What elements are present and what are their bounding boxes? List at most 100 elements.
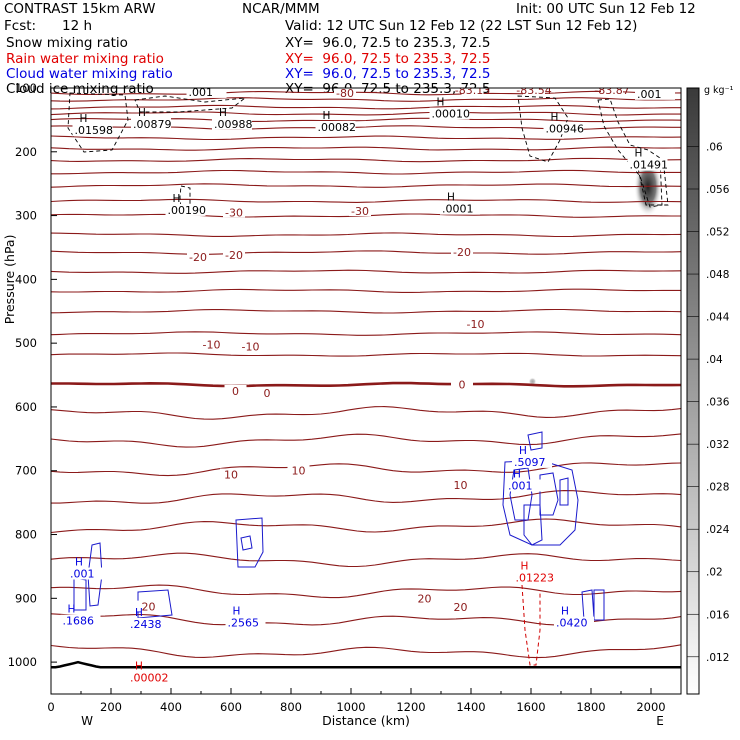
x-tick-label: 400 <box>160 700 182 714</box>
maximum-label-bg <box>128 671 168 684</box>
maximum-marker: H <box>233 606 241 618</box>
x-axis-title: Distance (km) <box>322 713 410 728</box>
cloud-water-contour <box>73 577 87 611</box>
maximum-value: .1686 <box>63 615 95 628</box>
y-tick-label: 900 <box>15 591 37 605</box>
temperature-label: 10 <box>292 465 306 478</box>
maximum-marker: H <box>219 107 227 119</box>
east-endpoint-label: E <box>656 714 664 728</box>
maximum-label-bg <box>315 120 356 133</box>
maximum-marker: H <box>447 192 455 204</box>
temperature-label-bg <box>451 245 473 257</box>
maximum-label-bg <box>212 117 252 130</box>
maximum-marker: H <box>551 111 559 123</box>
maximum-value: .00010 <box>432 108 471 121</box>
temperature-label: -10 <box>203 338 221 351</box>
temperature-label-bg <box>200 338 223 350</box>
y-axis-title: Pressure (hPa) <box>2 235 17 325</box>
temperature-label-bg <box>220 468 242 480</box>
maximum-label-bg <box>60 614 101 627</box>
plot-frame <box>50 87 682 695</box>
y-tick-label: 600 <box>15 400 37 414</box>
temperature-label-bg <box>523 88 545 95</box>
temperature-label: 0 <box>459 379 466 392</box>
temperature-label-bg <box>187 251 209 263</box>
temperature-label: 0 <box>232 385 239 398</box>
cloud-water-contour <box>523 504 543 546</box>
cloud-water-contour <box>509 467 533 521</box>
maximum-marker: H <box>519 445 527 457</box>
maximum-marker: H <box>561 606 569 618</box>
x-tick-label: 1800 <box>576 700 605 714</box>
cloud-water-contour <box>527 431 543 451</box>
cloud-water-contour <box>502 459 579 546</box>
temperature-label-bg <box>223 206 245 218</box>
maximum-label-bg <box>72 124 113 137</box>
model-title: CONTRAST 15km ARW <box>4 1 156 17</box>
maximum-marker: H <box>80 113 88 125</box>
cloud-water-contour <box>559 477 569 506</box>
isotherm-line <box>51 462 681 477</box>
temperature-label-bg <box>256 386 278 398</box>
temperature-label-bg <box>223 249 245 261</box>
field-cloudwater-xy: XY= 96.0, 72.5 to 235.3, 72.5 <box>285 66 491 82</box>
forecast-hour: 12 h <box>62 18 93 34</box>
colorbar-tick-label: .04 <box>706 354 723 366</box>
temperature-label: 10 <box>454 479 468 492</box>
temperature-label-bg <box>464 318 487 330</box>
cloud-ice-contour <box>134 95 247 113</box>
x-tick-label: 1200 <box>396 700 425 714</box>
isotherm-line <box>51 518 681 534</box>
isotherm-line <box>51 490 681 504</box>
cloud-ice-contour <box>179 185 191 211</box>
maximum-value: .0001 <box>442 203 474 216</box>
plot-area: -80 -83.13 -83.54 -83.87 -30 -30 -20 -20 -20 -10 -… <box>51 88 681 685</box>
isotherm-line <box>51 183 681 188</box>
x-tick-label: 800 <box>280 700 302 714</box>
maximum-label-bg <box>225 616 266 629</box>
y-tick-label: 800 <box>15 528 37 542</box>
colorbar-tick-label: .012 <box>706 652 729 664</box>
maximum-label-bg <box>543 122 584 135</box>
forecast-label: Fcst: <box>4 18 37 34</box>
maximum-marker: H <box>521 560 529 572</box>
maximum-value: .00082 <box>318 121 357 134</box>
cloud-water-contour <box>539 472 559 516</box>
center-label: NCAR/MMM <box>242 1 320 17</box>
maximum-label-bg <box>506 479 546 492</box>
valid-time: Valid: 12 UTC Sun 12 Feb 12 (22 LST Sun … <box>285 18 638 34</box>
maximum-marker: H <box>68 604 76 616</box>
maximum-label-bg <box>554 616 594 629</box>
y-tick-label: 100 <box>15 81 37 95</box>
temperature-label: -20 <box>453 246 471 259</box>
maximum-label-bg <box>627 158 668 171</box>
temperature-label-bg <box>413 592 436 604</box>
temperature-label: 0 <box>264 387 271 400</box>
cloud-water-contour <box>235 517 264 568</box>
temperature-label-bg <box>137 600 160 612</box>
cloud-ice-contour <box>67 92 129 153</box>
y-tick-label: 300 <box>15 209 37 223</box>
maximum-label-bg <box>131 117 171 130</box>
y-tick-label: 400 <box>15 272 37 286</box>
rain-water-contour <box>521 584 541 666</box>
maximum-value: .001 <box>508 479 533 492</box>
terrain-line <box>51 660 681 669</box>
maximum-value: .01598 <box>75 124 114 137</box>
field-rain-xy: XY= 96.0, 72.5 to 235.3, 72.5 <box>285 51 491 67</box>
temperature-label: -20 <box>225 249 243 262</box>
colorbar-tick-label: .06 <box>706 141 723 153</box>
colorbar-tick-label: .02 <box>706 567 723 579</box>
isotherm-line <box>51 331 681 336</box>
field-snow-name: Snow mixing ratio <box>6 35 128 51</box>
init-time: Init: 00 UTC Sun 12 Feb 12 <box>516 1 696 17</box>
y-tick-label: 500 <box>15 336 37 350</box>
isotherm-line <box>51 90 681 96</box>
isotherm-line <box>51 111 681 116</box>
maximum-label-bg <box>186 88 227 98</box>
x-tick-label: 1400 <box>456 700 485 714</box>
maximum-label-bg <box>440 202 480 215</box>
temperature-label-bg <box>451 378 473 390</box>
isotherm-line <box>51 135 681 141</box>
